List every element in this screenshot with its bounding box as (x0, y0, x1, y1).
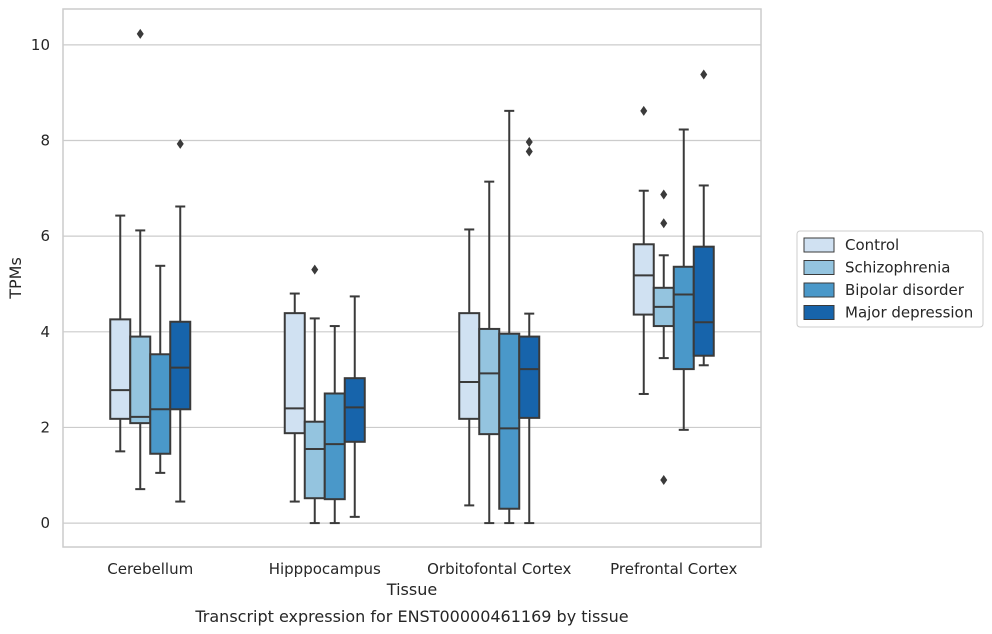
y-tick-label: 8 (40, 132, 50, 150)
box-iqr (169, 320, 192, 411)
y-tick-label: 0 (40, 514, 50, 532)
legend-swatch (803, 260, 835, 275)
box-iqr (109, 318, 132, 420)
outlier-point (136, 28, 144, 39)
outlier-point (660, 189, 668, 200)
outlier-point (640, 105, 648, 116)
legend-swatch (803, 305, 835, 320)
y-tick-label: 10 (31, 36, 50, 54)
outlier-point (700, 69, 708, 80)
legend-swatch (803, 237, 835, 253)
y-tick-label: 2 (40, 418, 50, 436)
box-iqr (283, 312, 306, 435)
box-schizophrenia-3 (652, 189, 675, 486)
outlier-point (660, 218, 668, 229)
box-iqr (632, 243, 655, 316)
outlier-point (311, 264, 319, 275)
x-tick-label: Cerebellum (107, 560, 193, 578)
legend-swatch (803, 282, 835, 298)
box-iqr (518, 335, 541, 419)
legend-frame (796, 230, 984, 328)
legend-entry-label: Major depression (845, 304, 973, 322)
legend-entry-label: Schizophrenia (845, 259, 950, 277)
legend: Control Schizophrenia Bipolar disorder Majo… (796, 230, 984, 328)
box-bipolar-disorder-0 (149, 264, 172, 474)
y-axis-ticks: 0 2 4 6 8 10 (31, 36, 50, 532)
chart-caption: Transcript expression for ENST0000046116… (194, 607, 628, 626)
outlier-point (660, 475, 668, 486)
box-schizophrenia-2 (478, 180, 501, 525)
outlier-point (525, 146, 533, 157)
box-major-depression-0 (169, 138, 192, 503)
plot-area-frame (62, 8, 762, 548)
box-iqr (303, 420, 326, 500)
box-iqr (149, 353, 172, 455)
x-axis-ticks: Cerebellum Hipppocampus Orbitofontal Corte… (107, 560, 737, 578)
box-major-depression-1 (343, 295, 366, 518)
box-iqr (458, 312, 481, 420)
box-iqr (343, 377, 366, 443)
box-bipolar-disorder-2 (498, 109, 521, 525)
y-tick-label: 6 (40, 227, 50, 245)
outlier-point (176, 138, 184, 149)
box-bipolar-disorder-3 (672, 128, 695, 431)
box-control-1 (283, 292, 306, 503)
box-major-depression-3 (692, 69, 715, 367)
x-tick-label: Hipppocampus (269, 560, 381, 578)
legend-entry-label: Control (845, 236, 899, 254)
boxes (109, 28, 715, 525)
box-control-3 (632, 105, 655, 395)
box-major-depression-2 (518, 136, 541, 525)
box-schizophrenia-1 (303, 264, 326, 525)
box-iqr (672, 265, 695, 371)
box-iqr (478, 327, 501, 436)
box-schizophrenia-0 (129, 28, 152, 491)
x-tick-label: Prefrontal Cortex (610, 560, 737, 578)
box-control-2 (458, 228, 481, 507)
outlier-point (525, 136, 533, 147)
box-iqr (498, 332, 521, 510)
box-iqr (692, 245, 715, 357)
x-tick-label: Orbitofontal Cortex (427, 560, 571, 578)
y-tick-label: 4 (40, 323, 50, 341)
legend-entry-label: Bipolar disorder (845, 281, 965, 299)
x-axis-label: Tissue (386, 580, 437, 599)
box-iqr (323, 392, 346, 501)
y-axis-label: TPMs (6, 257, 25, 300)
box-bipolar-disorder-1 (323, 325, 346, 525)
box-control-0 (109, 214, 132, 453)
box-iqr (129, 335, 152, 425)
